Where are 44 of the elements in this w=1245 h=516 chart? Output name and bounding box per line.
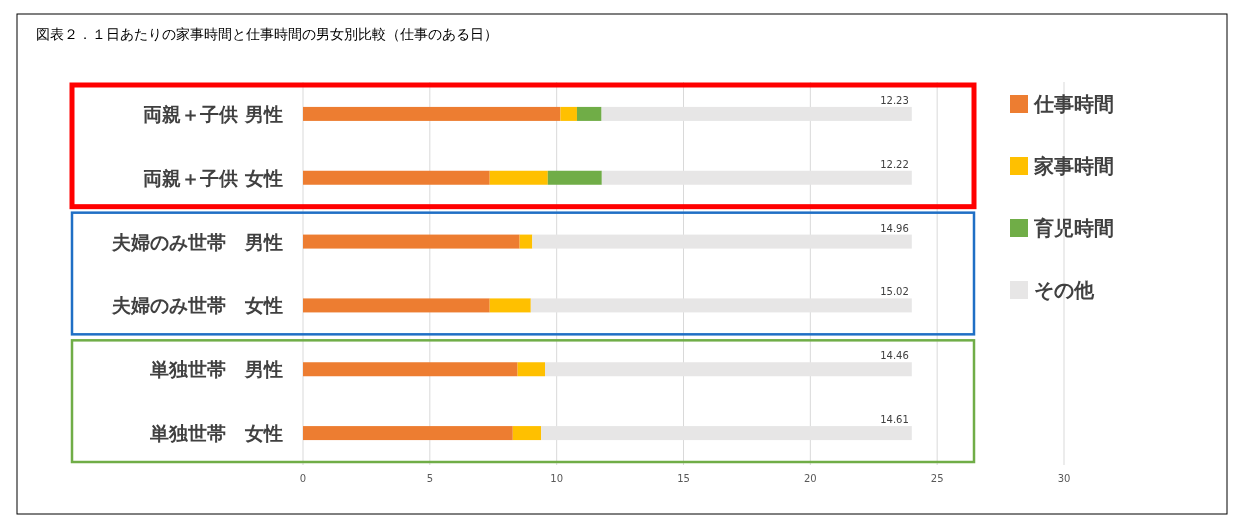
bar xyxy=(541,426,912,441)
legend-label: 育児時間 xyxy=(1033,216,1114,240)
bar xyxy=(489,298,531,313)
legend-label: その他 xyxy=(1034,278,1095,302)
x-tick-label: 5 xyxy=(426,473,434,484)
bar xyxy=(303,362,518,377)
bar xyxy=(512,426,542,441)
bar xyxy=(303,106,561,121)
x-tick-label: 25 xyxy=(930,473,944,484)
y-tick-label: 夫婦のみ世帯 男性 xyxy=(111,230,283,253)
data-label: 15.02 xyxy=(880,286,909,298)
bar xyxy=(303,298,490,313)
data-label: 12.23 xyxy=(880,94,909,106)
bar xyxy=(303,170,490,185)
bar xyxy=(532,234,912,249)
x-tick-label: 0 xyxy=(299,473,307,484)
x-tick-label: 30 xyxy=(1057,473,1071,484)
bar xyxy=(545,362,912,377)
data-label: 14.61 xyxy=(880,414,909,426)
bar xyxy=(303,234,520,249)
x-tick-label: 15 xyxy=(677,473,690,484)
bar xyxy=(303,426,513,441)
y-tick-label: 両親＋子供 男性 xyxy=(143,102,283,125)
y-tick-label: 単独世帯 女性 xyxy=(149,422,283,445)
x-tick-label: 10 xyxy=(550,473,564,484)
y-tick-label: 両親＋子供 女性 xyxy=(143,166,283,189)
bar xyxy=(489,170,548,185)
x-tick-label: 20 xyxy=(803,473,817,484)
data-label: 14.96 xyxy=(880,222,909,234)
y-tick-label: 夫婦のみ世帯 女性 xyxy=(111,294,283,317)
bar xyxy=(601,170,912,185)
chart-title: 図表２．１日あたりの家事時間と仕事時間の男女別比較（仕事のある日） xyxy=(36,26,498,42)
bar xyxy=(547,170,602,185)
bar xyxy=(517,362,545,377)
bar xyxy=(560,106,577,121)
data-label: 12.22 xyxy=(880,158,909,170)
bar xyxy=(519,234,533,249)
legend-label: 家事時間 xyxy=(1033,154,1114,178)
bar xyxy=(530,298,912,313)
legend-label: 仕事時間 xyxy=(1033,92,1114,116)
y-tick-label: 単独世帯 男性 xyxy=(149,358,283,381)
bar xyxy=(576,106,602,121)
data-label: 14.46 xyxy=(880,350,909,362)
bar xyxy=(601,106,912,121)
